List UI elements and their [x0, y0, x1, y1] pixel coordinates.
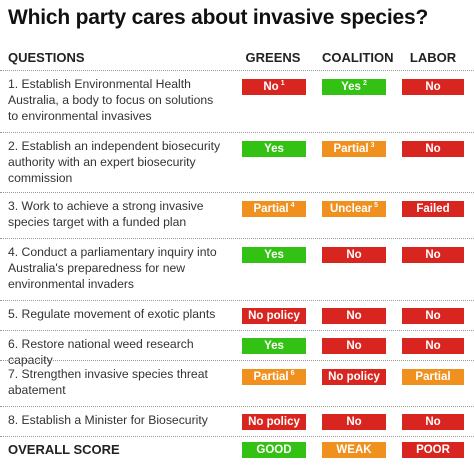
greens-answer: No 1 [242, 79, 306, 95]
labor-answer: No [402, 141, 464, 157]
table-row: 8. Establish a Minister for Biosecurity … [0, 406, 474, 436]
greens-answer: No policy [242, 308, 306, 324]
greens-score: GOOD [242, 442, 306, 458]
page-title: Which party cares about invasive species… [8, 6, 429, 29]
greens-answer: Yes [242, 141, 306, 157]
labor-answer: No [402, 308, 464, 324]
labor-answer: No [402, 338, 464, 354]
greens-answer: Partial 4 [242, 201, 306, 217]
greens-answer: No policy [242, 414, 306, 430]
labor-answer: Failed [402, 201, 464, 217]
question-text: 3. Work to achieve a strong invasive spe… [8, 199, 204, 229]
coalition-answer: No [322, 414, 386, 430]
question-text: 8. Establish a Minister for Biosecurity [8, 413, 208, 427]
table-header: QUESTIONS GREENS COALITION LABOR [0, 46, 474, 70]
overall-score-row: OVERALL SCORE GOOD WEAK POOR [0, 436, 474, 463]
question-text: 7. Strengthen invasive species threat ab… [8, 367, 208, 397]
questions-header: QUESTIONS [8, 50, 85, 65]
question-text: 2. Establish an independent biosecurity … [8, 139, 221, 185]
labor-answer: Partial [402, 369, 464, 385]
coalition-answer: Yes 2 [322, 79, 386, 95]
table-row: 4. Conduct a parliamentary inquiry into … [0, 238, 474, 300]
labor-answer: No [402, 247, 464, 263]
table-row: 5. Regulate movement of exotic plants No… [0, 300, 474, 330]
table-row: 6. Restore national weed research capaci… [0, 330, 474, 367]
greens-header: GREENS [245, 50, 301, 65]
coalition-score: WEAK [322, 442, 386, 458]
coalition-answer: No [322, 247, 386, 263]
coalition-answer: Unclear 5 [322, 201, 386, 217]
coalition-answer: No policy [322, 369, 386, 385]
coalition-answer: No [322, 338, 386, 354]
questions-table: 1. Establish Environmental Health Austra… [0, 70, 474, 436]
labor-score: POOR [402, 442, 464, 458]
coalition-answer: Partial 3 [322, 141, 386, 157]
greens-answer: Yes [242, 247, 306, 263]
coalition-answer: No [322, 308, 386, 324]
labor-header: LABOR [409, 50, 457, 65]
labor-answer: No [402, 79, 464, 95]
table-row: 3. Work to achieve a strong invasive spe… [0, 192, 474, 238]
question-text: 1. Establish Environmental Health Austra… [8, 77, 214, 123]
coalition-header: COALITION [322, 50, 394, 65]
question-text: 4. Conduct a parliamentary inquiry into … [8, 245, 217, 291]
overall-score-label: OVERALL SCORE [8, 442, 120, 457]
greens-answer: Yes [242, 338, 306, 354]
question-text: 5. Regulate movement of exotic plants [8, 307, 216, 321]
table-row: 2. Establish an independent biosecurity … [0, 132, 474, 192]
greens-answer: Partial 6 [242, 369, 306, 385]
labor-answer: No [402, 414, 464, 430]
table-row: 1. Establish Environmental Health Austra… [0, 70, 474, 132]
table-row: 7. Strengthen invasive species threat ab… [0, 360, 474, 406]
